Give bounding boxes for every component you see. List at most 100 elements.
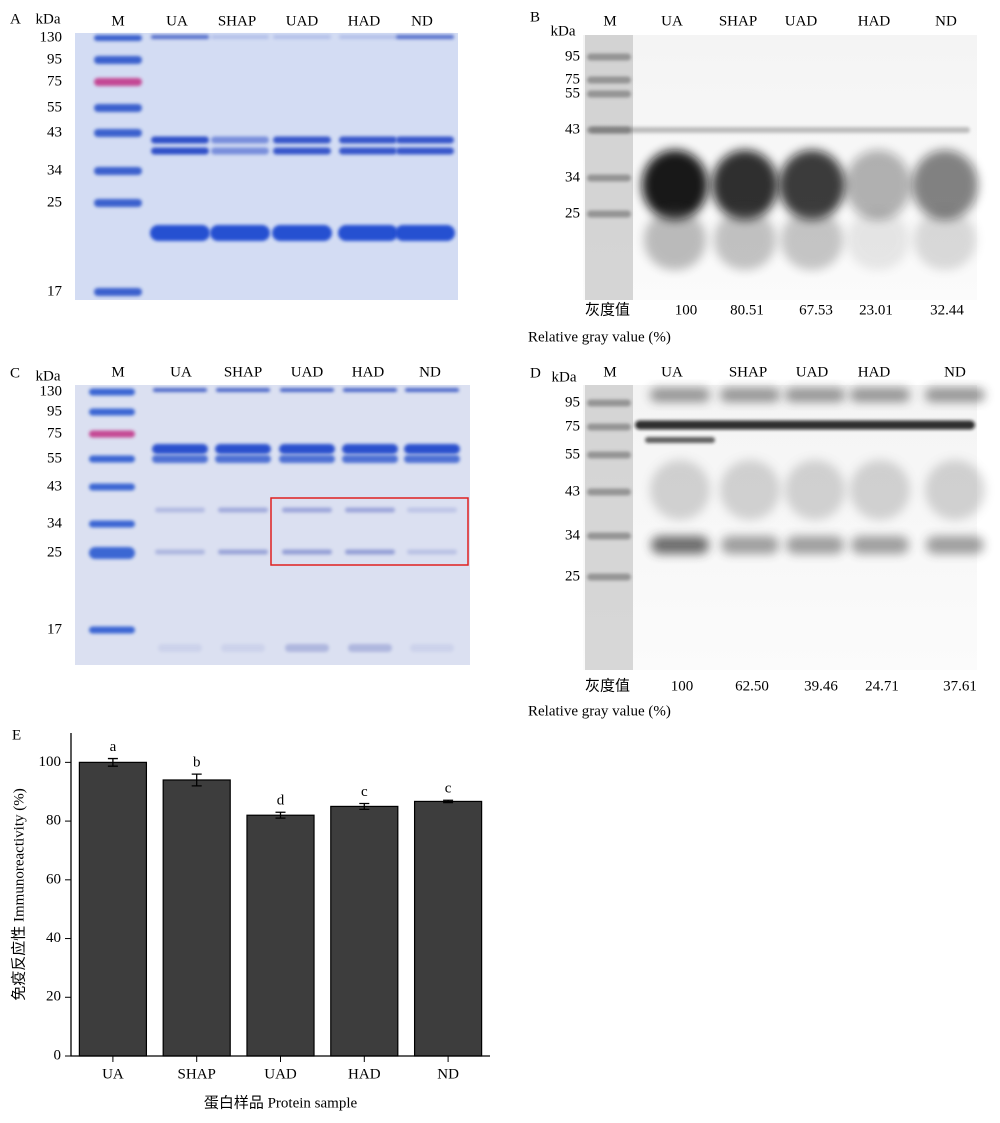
band: [914, 210, 976, 270]
band: [925, 460, 985, 520]
band: [587, 451, 631, 459]
lane-label: M: [111, 364, 124, 380]
gray-label: 灰度值: [585, 677, 630, 694]
error-bar: [443, 799, 454, 804]
gel-image: [583, 35, 978, 300]
marker-label: 34: [565, 527, 581, 543]
marker-label: 43: [565, 121, 580, 137]
lane-label: M: [111, 13, 124, 29]
band: [651, 536, 709, 554]
gray-value: 80.51: [730, 302, 764, 318]
band: [152, 455, 208, 463]
band: [850, 388, 910, 402]
band: [273, 35, 331, 39]
lane-label: ND: [944, 364, 966, 380]
y-tick-label: 100: [39, 754, 62, 770]
unit-label: kDa: [36, 11, 61, 27]
marker-label: 34: [47, 162, 63, 178]
band: [587, 532, 631, 540]
x-tick-label: UAD: [264, 1066, 297, 1082]
band: [210, 225, 270, 241]
lane-label: HAD: [858, 364, 891, 380]
bar: [246, 814, 315, 1057]
marker-lane: [585, 385, 633, 670]
band: [925, 388, 985, 402]
band: [590, 127, 970, 133]
band: [339, 35, 397, 39]
band: [786, 536, 844, 554]
band: [404, 455, 460, 463]
band: [151, 147, 209, 155]
band: [279, 455, 335, 463]
band: [410, 644, 454, 652]
gray-label: 灰度值: [585, 301, 630, 318]
lane-label: M: [603, 13, 616, 29]
band: [407, 507, 457, 513]
marker-lane: [585, 35, 633, 300]
band: [89, 626, 135, 634]
marker-label: 75: [565, 71, 580, 87]
band: [89, 483, 135, 491]
lane-label: M: [603, 364, 616, 380]
band: [926, 536, 984, 554]
gray-value: 32.44: [930, 302, 964, 318]
error-bar: [191, 773, 202, 787]
band: [89, 520, 135, 528]
band: [395, 225, 455, 241]
band: [89, 408, 135, 416]
band: [396, 35, 454, 39]
lane-label: ND: [419, 364, 441, 380]
band: [211, 35, 269, 39]
x-axis-label: 蛋白样品 Protein sample: [204, 1094, 358, 1111]
band: [151, 35, 209, 39]
error-bar: [359, 802, 370, 810]
band: [343, 388, 397, 392]
band: [404, 444, 460, 454]
marker-label: 55: [565, 85, 580, 101]
gray-value: 37.61: [943, 678, 977, 694]
gray-value: 100: [671, 678, 694, 694]
band: [94, 56, 142, 64]
significance-letter: d: [277, 793, 285, 809]
band: [338, 225, 398, 241]
unit-label: kDa: [552, 369, 577, 385]
band: [339, 136, 397, 144]
band: [348, 644, 392, 652]
y-tick-label: 80: [46, 813, 61, 829]
marker-label: 95: [47, 51, 62, 67]
x-tick-label: UA: [102, 1066, 124, 1082]
lane-label: UA: [170, 364, 192, 380]
x-tick-label: ND: [437, 1066, 459, 1082]
band: [587, 76, 631, 84]
band: [587, 53, 631, 61]
band: [587, 423, 631, 431]
band: [158, 644, 202, 652]
lane-label: UAD: [796, 364, 829, 380]
bar: [330, 805, 399, 1057]
gray-value: 23.01: [859, 302, 893, 318]
band: [280, 388, 334, 392]
band: [642, 150, 708, 220]
y-tick-label: 0: [54, 1047, 62, 1063]
band: [89, 455, 135, 463]
band: [712, 150, 778, 220]
band: [405, 388, 459, 392]
lane-label: UA: [661, 13, 683, 29]
band: [89, 430, 135, 438]
bar: [413, 800, 483, 1057]
band: [218, 549, 268, 555]
marker-label: 17: [47, 621, 63, 637]
band: [94, 104, 142, 112]
significance-letter: a: [110, 739, 117, 755]
marker-label: 25: [565, 568, 580, 584]
band: [218, 507, 268, 513]
lane-label: SHAP: [719, 13, 757, 29]
gray-caption: Relative gray value (%): [528, 703, 671, 719]
band: [273, 136, 331, 144]
band: [94, 167, 142, 175]
band: [345, 507, 395, 513]
band: [851, 536, 909, 554]
band: [779, 150, 845, 220]
y-axis-label: 免疫反应性 Immunoreactivity (%): [9, 788, 27, 1000]
band: [94, 35, 142, 41]
